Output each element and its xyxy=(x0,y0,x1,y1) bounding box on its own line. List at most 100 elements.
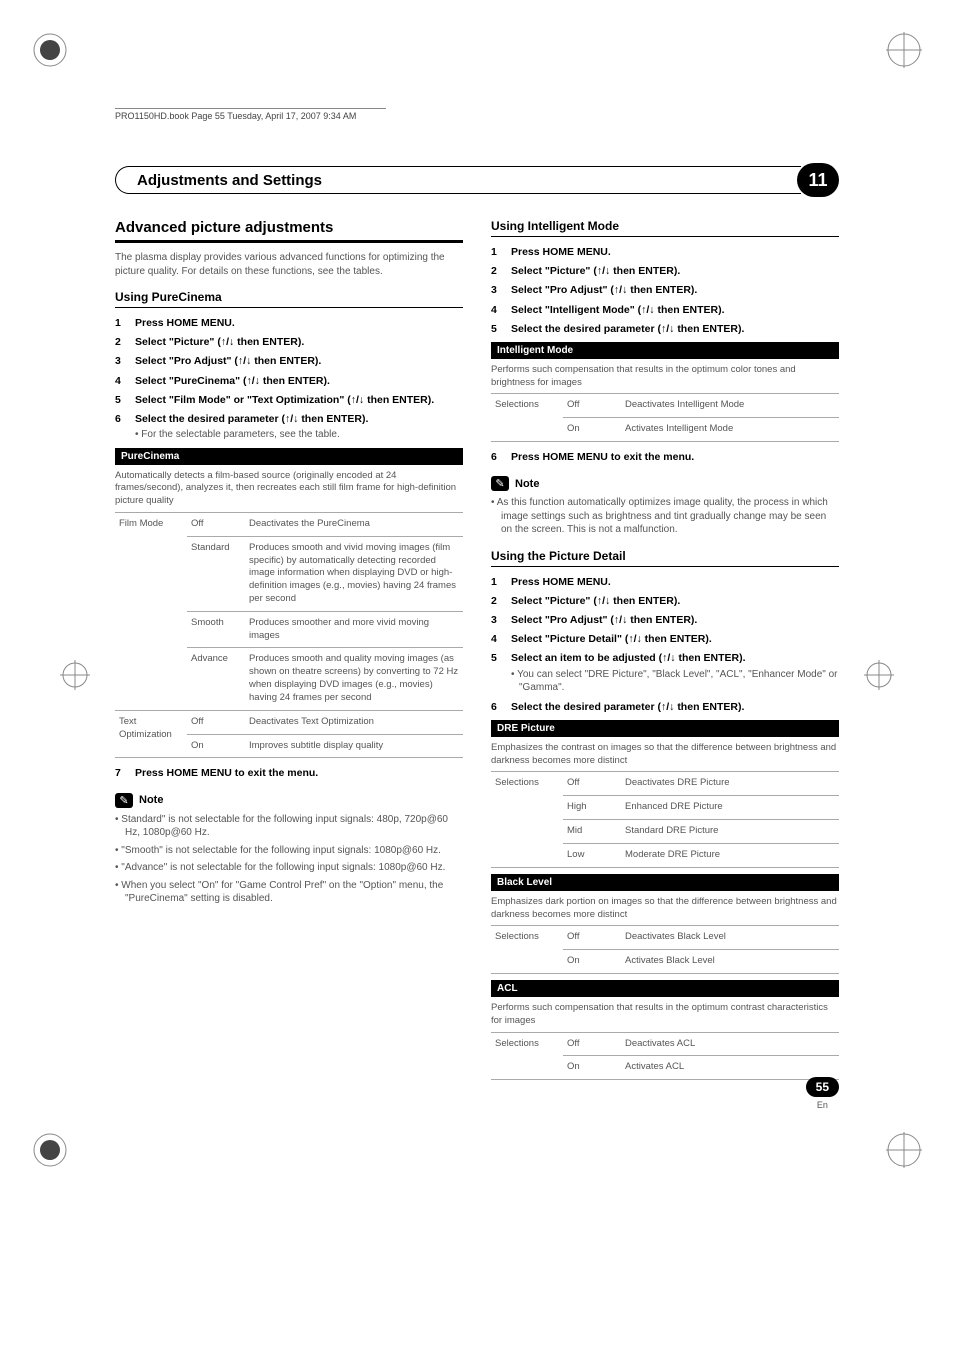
step-text: Select "Intelligent Mode" (↑/↓ then ENTE… xyxy=(511,304,725,316)
cell: Moderate DRE Picture xyxy=(621,843,839,867)
page-number-value: 55 xyxy=(806,1077,839,1097)
table-purecinema: Film ModeOffDeactivates the PureCinema S… xyxy=(115,513,463,758)
cell: Selections xyxy=(491,1033,563,1080)
right-column: Using Intelligent Mode Press HOME MENU. … xyxy=(491,219,839,1080)
cell: Off xyxy=(563,772,621,795)
step-text: Select "Pro Adjust" (↑/↓ then ENTER). xyxy=(135,355,321,367)
cell: Deactivates DRE Picture xyxy=(621,772,839,795)
step: Select the desired parameter (↑/↓ then E… xyxy=(491,700,839,714)
box-title-purecinema: PureCinema xyxy=(115,448,463,465)
step: Press HOME MENU to exit the menu. xyxy=(491,450,839,464)
cell: Activates Black Level xyxy=(621,950,839,974)
cell: Off xyxy=(187,710,245,734)
note-item: "Smooth" is not selectable for the follo… xyxy=(115,844,463,858)
book-header: PRO1150HD.book Page 55 Tuesday, April 17… xyxy=(115,108,386,123)
steps-intelligent: Press HOME MENU. Select "Picture" (↑/↓ t… xyxy=(491,245,839,336)
note-label: Note xyxy=(139,794,163,806)
step: Press HOME MENU to exit the menu. xyxy=(115,766,463,780)
step-text: Press HOME MENU. xyxy=(511,576,611,588)
subsection-picture-detail: Using the Picture Detail xyxy=(491,549,839,567)
cell: Text Optimization xyxy=(115,710,187,758)
subsection-intelligent: Using Intelligent Mode xyxy=(491,219,839,237)
table-row: Film ModeOffDeactivates the PureCinema xyxy=(115,513,463,536)
step-text: Select the desired parameter (↑/↓ then E… xyxy=(511,323,744,335)
cell: Standard xyxy=(187,536,245,611)
step: Select "Picture" (↑/↓ then ENTER). xyxy=(491,594,839,608)
box-desc-purecinema: Automatically detects a film-based sourc… xyxy=(115,465,463,513)
cell: Off xyxy=(563,926,621,949)
steps-purecinema: Press HOME MENU. Select "Picture" (↑/↓ t… xyxy=(115,316,463,442)
chapter-bar: Adjustments and Settings 11 xyxy=(115,163,839,197)
cell: Advance xyxy=(187,648,245,710)
step-text: Press HOME MENU. xyxy=(511,246,611,258)
steps-picture-detail: Press HOME MENU. Select "Picture" (↑/↓ t… xyxy=(491,575,839,714)
note-item: As this function automatically optimizes… xyxy=(491,496,839,537)
step-text: Select "Pro Adjust" (↑/↓ then ENTER). xyxy=(511,284,697,296)
step: Select an item to be adjusted (↑/↓ then … xyxy=(491,651,839,694)
cell: Standard DRE Picture xyxy=(621,820,839,844)
step: Select "PureCinema" (↑/↓ then ENTER). xyxy=(115,374,463,388)
note-item: "Advance" is not selectable for the foll… xyxy=(115,861,463,875)
cell: Film Mode xyxy=(115,513,187,710)
step-text: Select "Film Mode" or "Text Optimization… xyxy=(135,394,434,406)
box-desc-acl: Performs such compensation that results … xyxy=(491,997,839,1033)
table-row: SelectionsOffDeactivates ACL xyxy=(491,1033,839,1056)
note-label: Note xyxy=(515,478,539,490)
step: Select "Intelligent Mode" (↑/↓ then ENTE… xyxy=(491,303,839,317)
cell: Selections xyxy=(491,926,563,973)
box-title-black-level: Black Level xyxy=(491,874,839,891)
chapter-title: Adjustments and Settings xyxy=(129,166,801,194)
step-sub: For the selectable parameters, see the t… xyxy=(135,428,463,442)
box-title-intelligent: Intelligent Mode xyxy=(491,342,839,359)
step-text: Select the desired parameter (↑/↓ then E… xyxy=(135,413,368,425)
step6-intelligent: Press HOME MENU to exit the menu. xyxy=(491,450,839,464)
page-lang: En xyxy=(806,1100,839,1110)
reg-mark-tl xyxy=(30,30,70,70)
reg-cross-left xyxy=(60,660,90,693)
cell: Improves subtitle display quality xyxy=(245,734,463,758)
cell: On xyxy=(563,950,621,974)
cell: Deactivates the PureCinema xyxy=(245,513,463,536)
table-acl: SelectionsOffDeactivates ACL OnActivates… xyxy=(491,1033,839,1081)
step-text: Select "Picture" (↑/↓ then ENTER). xyxy=(511,595,680,607)
note-icon: ✎ xyxy=(115,793,133,808)
cell: Deactivates Black Level xyxy=(621,926,839,949)
reg-mark-tr xyxy=(884,30,924,70)
table-row: Text OptimizationOffDeactivates Text Opt… xyxy=(115,710,463,734)
cell: Produces smooth and quality moving image… xyxy=(245,648,463,710)
step-text: Press HOME MENU to exit the menu. xyxy=(511,451,694,463)
step7-list: Press HOME MENU to exit the menu. xyxy=(115,766,463,780)
cell: High xyxy=(563,796,621,820)
cell: Produces smooth and vivid moving images … xyxy=(245,536,463,611)
box-desc-intelligent: Performs such compensation that results … xyxy=(491,359,839,395)
step-text: Select "Picture Detail" (↑/↓ then ENTER)… xyxy=(511,633,712,645)
step-text: Press HOME MENU. xyxy=(135,317,235,329)
section-title: Advanced picture adjustments xyxy=(115,219,463,243)
reg-cross-right xyxy=(864,660,894,693)
table-row: SelectionsOffDeactivates DRE Picture xyxy=(491,772,839,795)
step-sub: You can select "DRE Picture", "Black Lev… xyxy=(511,668,839,695)
step-text: Select "Pro Adjust" (↑/↓ then ENTER). xyxy=(511,614,697,626)
cell: Low xyxy=(563,843,621,867)
notes-list: Standard" is not selectable for the foll… xyxy=(115,813,463,906)
cell: Mid xyxy=(563,820,621,844)
cell: Off xyxy=(563,1033,621,1056)
cell: Enhanced DRE Picture xyxy=(621,796,839,820)
cell: On xyxy=(563,1056,621,1080)
table-row: SelectionsOffDeactivates Intelligent Mod… xyxy=(491,394,839,417)
left-column: Advanced picture adjustments The plasma … xyxy=(115,219,463,1080)
step-text: Select an item to be adjusted (↑/↓ then … xyxy=(511,652,746,664)
step: Select "Picture" (↑/↓ then ENTER). xyxy=(491,264,839,278)
reg-mark-br xyxy=(884,1130,924,1170)
table-dre: SelectionsOffDeactivates DRE Picture Hig… xyxy=(491,772,839,867)
cell: Off xyxy=(563,394,621,417)
table-intelligent: SelectionsOffDeactivates Intelligent Mod… xyxy=(491,394,839,442)
cell: On xyxy=(563,418,621,442)
cell: Activates ACL xyxy=(621,1056,839,1080)
cell: On xyxy=(187,734,245,758)
note-item: Standard" is not selectable for the foll… xyxy=(115,813,463,840)
cell: Deactivates ACL xyxy=(621,1033,839,1056)
step: Press HOME MENU. xyxy=(115,316,463,330)
step-text: Select "PureCinema" (↑/↓ then ENTER). xyxy=(135,375,330,387)
section-intro: The plasma display provides various adva… xyxy=(115,251,463,278)
